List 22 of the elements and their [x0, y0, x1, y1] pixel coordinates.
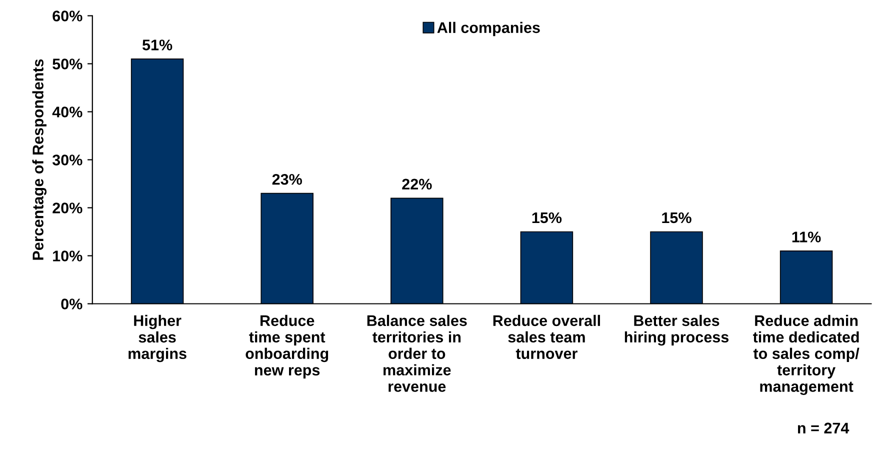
- y-tick-label: 60%: [52, 10, 82, 22]
- data-label: 15%: [532, 212, 562, 224]
- x-tick-label: Better sales hiring process: [624, 314, 729, 346]
- y-tick-label: 10%: [53, 250, 82, 262]
- x-tick-label: Reduce time spent onboarding new reps: [246, 314, 328, 379]
- text: n = 274: [798, 422, 850, 434]
- x-tick-label: Higher sales margins: [128, 314, 186, 362]
- y-tick-label: 30%: [52, 154, 82, 166]
- legend-label: All companies: [437, 22, 540, 36]
- y-tick-label: 40%: [52, 106, 82, 118]
- data-label: 11%: [792, 232, 821, 242]
- x-tick-label: Reduce admin time dedicated to sales comp/ territory management: [753, 314, 860, 395]
- data-label: 51%: [142, 40, 172, 50]
- y-tick-label: 0%: [61, 298, 82, 310]
- y-tick-label: 50%: [52, 58, 82, 70]
- data-label: 15%: [662, 212, 692, 224]
- data-label: 22%: [402, 178, 432, 190]
- y-tick-label: 20%: [52, 202, 82, 214]
- y-axis-title: Percentage of Respondents: [32, 59, 47, 260]
- x-tick-label: Reduce overall sales team turnover: [493, 314, 600, 359]
- data-label: 23%: [272, 174, 302, 185]
- x-tick-label: Balance sales territories in order to maximize revenue: [367, 314, 467, 392]
